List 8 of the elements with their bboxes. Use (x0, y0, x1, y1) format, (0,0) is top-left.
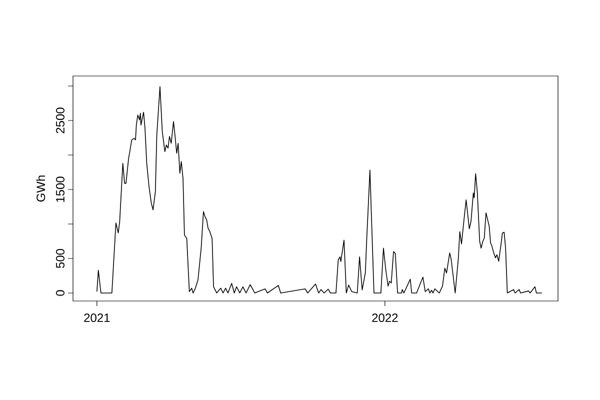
x-tick-label: 2021 (84, 314, 110, 322)
y-tick-label: 500 (56, 248, 64, 268)
y-tick-label: 1500 (56, 176, 64, 202)
y-tick-label: 2500 (56, 108, 64, 134)
y-axis-title: GWh (36, 176, 46, 202)
y-tick-label: 0 (56, 290, 64, 296)
line-series (96, 86, 542, 294)
x-tick-label: 2022 (372, 314, 398, 322)
